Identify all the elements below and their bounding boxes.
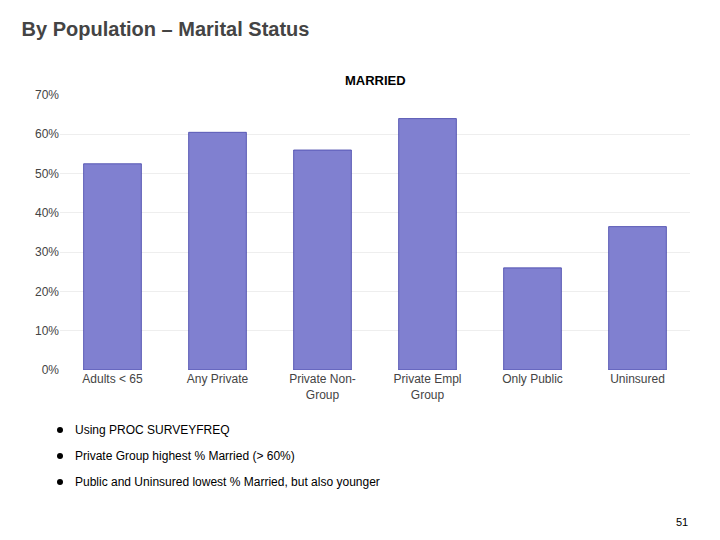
svg-text:Private EmplGroup: Private EmplGroup	[393, 372, 461, 402]
svg-text:20%: 20%	[35, 285, 59, 299]
svg-text:Only Public: Only Public	[502, 372, 563, 386]
svg-text:70%: 70%	[35, 88, 59, 102]
svg-text:Private Non-Group: Private Non-Group	[289, 372, 356, 402]
svg-text:51: 51	[676, 516, 688, 528]
svg-text:Public and Uninsured lowest %: Public and Uninsured lowest % Married, b…	[75, 475, 380, 489]
svg-text:Any Private: Any Private	[187, 372, 249, 386]
svg-text:50%: 50%	[35, 167, 59, 181]
svg-text:30%: 30%	[35, 245, 59, 259]
svg-text:0%: 0%	[42, 363, 60, 377]
svg-text:10%: 10%	[35, 324, 59, 338]
svg-text:Adults < 65: Adults < 65	[82, 372, 143, 386]
svg-text:Using PROC SURVEYFREQ: Using PROC SURVEYFREQ	[75, 423, 229, 437]
svg-text:40%: 40%	[35, 206, 59, 220]
svg-text:MARRIED: MARRIED	[345, 73, 406, 88]
svg-text:Private Group highest % Marrie: Private Group highest % Married (> 60%)	[75, 449, 295, 463]
svg-text:By Population – Marital Status: By Population – Marital Status	[22, 18, 310, 40]
svg-text:60%: 60%	[35, 127, 59, 141]
svg-text:Uninsured: Uninsured	[610, 372, 665, 386]
